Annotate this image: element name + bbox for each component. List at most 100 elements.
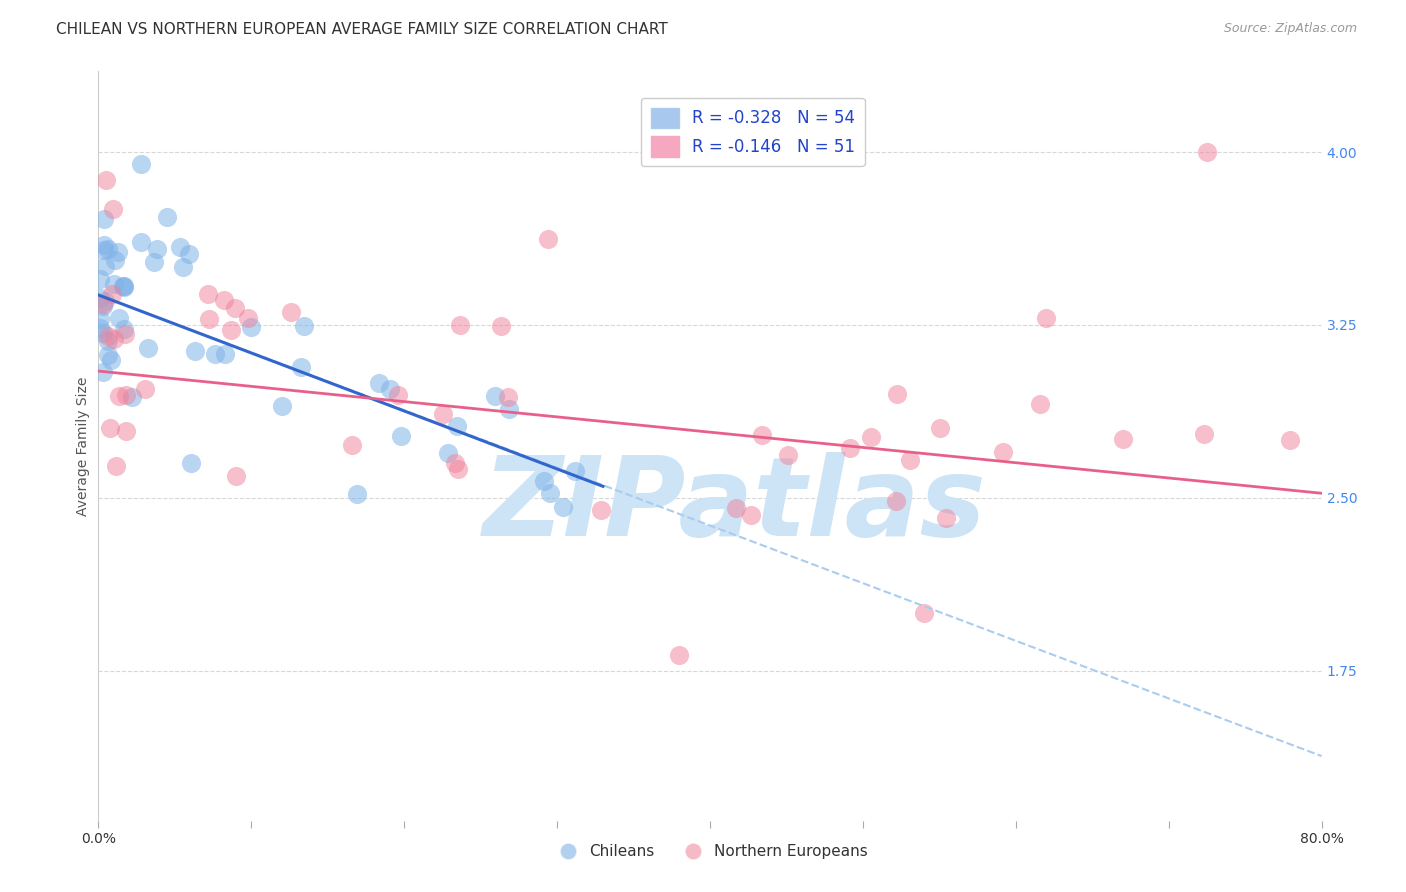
Point — [224, 301, 246, 315]
Point — [112, 280, 135, 294]
Point — [290, 360, 312, 375]
Point — [221, 323, 243, 337]
Point — [197, 312, 219, 326]
Point — [214, 347, 236, 361]
Point — [387, 388, 409, 402]
Point — [89, 291, 111, 305]
Point — [129, 156, 152, 170]
Point — [912, 606, 935, 620]
Point — [104, 458, 127, 473]
Point — [838, 442, 860, 456]
Point — [94, 260, 117, 274]
Point — [1279, 434, 1302, 448]
Point — [292, 319, 315, 334]
Y-axis label: Average Family Size: Average Family Size — [76, 376, 90, 516]
Point — [104, 253, 127, 268]
Point — [564, 464, 586, 478]
Point — [136, 341, 159, 355]
Point — [107, 244, 129, 259]
Point — [898, 453, 921, 467]
Point — [668, 648, 690, 662]
Point — [91, 326, 114, 341]
Point — [103, 202, 125, 216]
Point — [1192, 427, 1215, 442]
Point — [112, 279, 135, 293]
Point — [91, 365, 114, 379]
Point — [103, 332, 125, 346]
Point — [142, 255, 165, 269]
Point — [859, 430, 882, 444]
Point — [89, 272, 111, 286]
Point — [98, 421, 121, 435]
Point — [378, 382, 401, 396]
Point — [145, 242, 167, 256]
Point — [437, 446, 460, 460]
Point — [184, 344, 207, 359]
Point — [551, 500, 574, 514]
Point — [1035, 311, 1057, 326]
Point — [94, 172, 117, 186]
Point — [484, 389, 506, 403]
Point — [538, 485, 561, 500]
Point — [340, 438, 363, 452]
Point — [740, 508, 762, 522]
Point — [197, 287, 219, 301]
Point — [346, 486, 368, 500]
Point — [180, 456, 202, 470]
Point — [432, 408, 454, 422]
Point — [93, 211, 115, 226]
Point — [935, 511, 957, 525]
Point — [884, 493, 907, 508]
Point — [236, 311, 259, 326]
Point — [93, 293, 115, 308]
Point — [725, 500, 748, 515]
Point — [101, 286, 124, 301]
Point — [114, 326, 136, 341]
Point — [1111, 432, 1133, 446]
Point — [97, 348, 120, 362]
Point — [97, 329, 120, 343]
Point — [446, 461, 468, 475]
Point — [204, 347, 226, 361]
Point — [446, 419, 468, 434]
Point — [389, 429, 412, 443]
Point — [886, 387, 908, 401]
Point — [212, 293, 235, 307]
Point — [1029, 397, 1052, 411]
Point — [114, 424, 136, 438]
Point — [929, 421, 952, 435]
Point — [533, 474, 555, 488]
Point — [1195, 145, 1218, 159]
Text: Source: ZipAtlas.com: Source: ZipAtlas.com — [1223, 22, 1357, 36]
Point — [129, 235, 152, 250]
Point — [91, 297, 114, 311]
Point — [240, 319, 263, 334]
Point — [444, 456, 467, 470]
Point — [89, 321, 111, 335]
Text: CHILEAN VS NORTHERN EUROPEAN AVERAGE FAMILY SIZE CORRELATION CHART: CHILEAN VS NORTHERN EUROPEAN AVERAGE FAM… — [56, 22, 668, 37]
Point — [270, 399, 292, 413]
Point — [97, 242, 120, 256]
Point — [114, 322, 136, 336]
Point — [89, 312, 111, 326]
Text: ZIPatlas: ZIPatlas — [482, 452, 987, 559]
Point — [169, 240, 191, 254]
Point — [103, 277, 125, 291]
Point — [449, 318, 471, 333]
Point — [91, 299, 114, 313]
Point — [112, 279, 135, 293]
Point — [496, 391, 519, 405]
Point — [778, 449, 800, 463]
Point — [280, 305, 302, 319]
Point — [93, 243, 115, 257]
Point — [751, 427, 773, 442]
Point — [121, 390, 143, 404]
Point — [97, 334, 120, 349]
Point — [108, 389, 131, 403]
Point — [991, 445, 1014, 459]
Point — [172, 260, 194, 275]
Point — [589, 502, 612, 516]
Point — [100, 353, 122, 368]
Point — [134, 382, 156, 396]
Point — [93, 237, 115, 252]
